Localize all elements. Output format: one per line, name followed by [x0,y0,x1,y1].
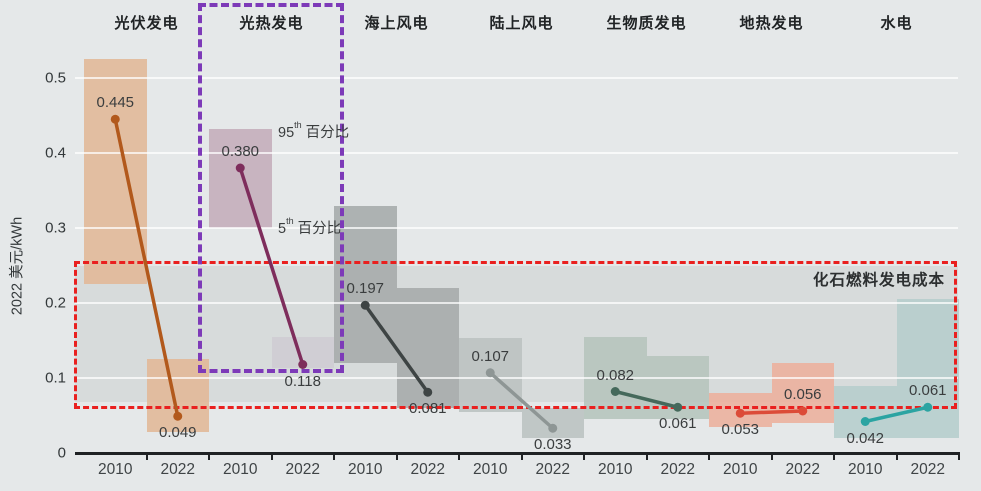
percentile-95-label: 95th 百分比 [278,120,350,142]
tech-title-光热发电: 光热发电 [239,15,304,32]
x-axis-tick [833,455,835,460]
fossil-fuel-cost-label: 化石燃料发电成本 [812,272,945,289]
csp-highlight-box [198,3,344,373]
value-label-生物质发电-2010: 0.082 [596,366,635,384]
percentile-95-number: 95 [278,125,295,141]
percentile-95-text: 百分比 [305,125,350,141]
value-label-光伏发电-2022: 0.049 [158,424,197,442]
gridline-0.5 [75,77,958,79]
y-tick-0: 0 [57,444,66,462]
x-label-光热发电-2022: 2022 [285,461,320,478]
x-axis-tick [770,455,773,460]
tech-title-陆上风电: 陆上风电 [489,15,554,32]
x-label-地热发电-2022: 2022 [785,461,820,478]
gridline-0.2 [75,302,958,304]
range-bar-陆上风电-2022 [521,408,584,438]
tech-title-光伏发电: 光伏发电 [114,15,179,32]
y-axis-title: 2022 美元/kWh [9,216,26,316]
y-tick-0.3: 0.3 [45,219,66,237]
x-axis-tick [520,455,523,460]
value-label-水电-2010: 0.042 [846,429,885,447]
value-label-地热发电-2010: 0.053 [721,421,760,439]
value-label-陆上风电-2010: 0.107 [471,347,510,365]
x-axis-tick [895,455,898,460]
x-axis-tick [270,455,273,460]
x-axis-tick [708,455,710,460]
value-label-海上风电-2022: 0.081 [408,400,447,418]
tech-title-水电: 水电 [880,15,913,32]
x-axis-tick [645,455,648,460]
x-axis-tick [145,455,148,460]
percentile-5-label: 5th 百分比 [278,216,342,238]
x-label-光伏发电-2022: 2022 [160,461,195,478]
x-axis-tick [208,455,210,460]
y-tick-0.2: 0.2 [45,294,66,312]
x-label-生物质发电-2022: 2022 [660,461,695,478]
x-axis-tick [395,455,398,460]
percentile-5-suffix: th [286,216,294,226]
x-axis-tick [333,455,335,460]
gridline-0.3 [75,227,958,229]
percentile-95-suffix: th [294,120,302,130]
value-label-光伏发电-2010: 0.445 [96,94,135,112]
value-label-陆上风电-2022: 0.033 [533,436,572,454]
percentile-5-number: 5 [278,221,287,237]
gridline-0.4 [75,152,958,154]
percentile-5-text: 百分比 [297,221,342,237]
range-bar-光伏发电-2010 [84,59,147,285]
value-label-光热发电-2010: 0.380 [221,143,260,160]
x-label-海上风电-2010: 2010 [348,461,383,478]
x-label-生物质发电-2010: 2010 [598,461,633,478]
value-label-地热发电-2022: 0.056 [783,386,822,403]
value-label-水电-2022: 0.061 [908,382,947,400]
value-label-光热发电-2022: 0.118 [284,372,321,390]
x-label-水电-2022: 2022 [910,461,945,478]
y-tick-0.1: 0.1 [45,369,66,387]
value-label-海上风电-2010: 0.197 [346,280,385,298]
x-axis-tick [458,455,460,460]
x-label-光热发电-2010: 2010 [223,461,258,478]
y-tick-0.4: 0.4 [45,144,66,162]
x-label-海上风电-2022: 2022 [410,461,445,478]
x-axis-line [75,452,960,455]
x-axis-tick [583,455,585,460]
x-label-地热发电-2010: 2010 [723,461,758,478]
tech-title-海上风电: 海上风电 [364,15,429,32]
x-label-陆上风电-2010: 2010 [473,461,508,478]
y-tick-0.5: 0.5 [45,69,66,87]
x-label-光伏发电-2010: 2010 [98,461,133,478]
tech-title-地热发电: 地热发电 [739,15,804,32]
x-axis-tick [958,455,960,460]
x-label-陆上风电-2022: 2022 [535,461,570,478]
x-label-水电-2010: 2010 [848,461,883,478]
tech-title-生物质发电: 生物质发电 [606,15,687,32]
value-label-生物质发电-2022: 0.061 [658,415,697,433]
